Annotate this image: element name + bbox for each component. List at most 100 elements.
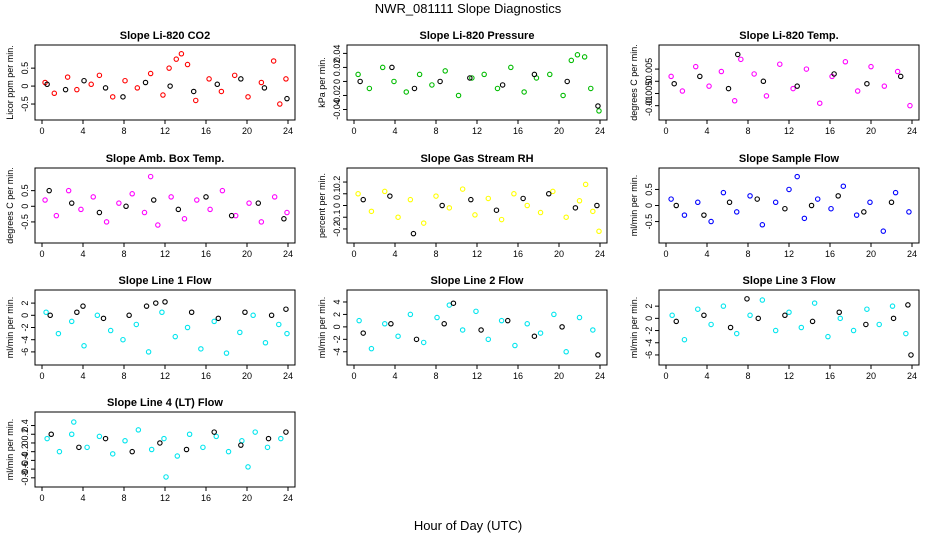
data-point xyxy=(809,318,816,325)
y-axis-label: ml/min per min. xyxy=(5,419,15,481)
data-point xyxy=(48,431,54,437)
data-point xyxy=(854,88,861,94)
data-point xyxy=(120,336,126,343)
panel-title: Slope Sample Flow xyxy=(739,153,840,165)
data-point xyxy=(228,212,235,219)
plot-frame xyxy=(34,44,296,121)
data-point xyxy=(109,94,116,100)
x-tick-label: 4 xyxy=(80,126,85,136)
data-point xyxy=(413,336,420,343)
data-point xyxy=(43,309,49,315)
data-point xyxy=(673,202,679,209)
data-point xyxy=(184,61,191,68)
data-point xyxy=(84,444,90,451)
y-tick-label: -0.005 xyxy=(644,81,654,107)
chart-panel-3: Slope Li-820 Temp. 0 4 8 12 16 20 24 -0.01-0.005… xyxy=(629,30,920,136)
data-point xyxy=(167,83,173,89)
panel-title: Slope Line 3 Flow xyxy=(743,275,836,287)
data-point xyxy=(905,302,911,308)
data-point xyxy=(178,51,185,57)
x-tick-label: 8 xyxy=(121,371,126,381)
data-point xyxy=(467,75,473,81)
data-point xyxy=(109,451,116,457)
data-point xyxy=(181,216,188,222)
data-point xyxy=(726,199,733,206)
data-point xyxy=(446,205,453,211)
y-axis-label: Licor ppm per min. xyxy=(5,45,15,120)
data-point xyxy=(581,54,588,60)
data-point xyxy=(250,312,256,319)
data-point xyxy=(283,76,289,82)
x-tick-label: 0 xyxy=(39,126,44,136)
x-tick-label: 16 xyxy=(825,371,835,381)
data-point xyxy=(550,188,556,195)
data-point xyxy=(214,81,221,88)
data-point xyxy=(494,85,501,92)
data-point xyxy=(242,309,248,315)
data-point xyxy=(842,59,849,65)
data-point xyxy=(193,97,199,104)
chart-panel-9: Slope Line 3 Flow 0 4 8 12 16 20 24 -6 -4 -2 0 2 ml/m… xyxy=(629,275,920,381)
data-point xyxy=(268,312,275,319)
plot-frame xyxy=(34,289,296,366)
data-point xyxy=(576,314,583,321)
data-point xyxy=(265,435,272,442)
data-point xyxy=(594,202,600,209)
data-point xyxy=(559,324,565,330)
data-point xyxy=(481,71,487,78)
data-point xyxy=(794,83,800,89)
data-point xyxy=(669,312,675,319)
data-point xyxy=(103,219,110,225)
y-tick-label: -0.4 xyxy=(20,453,30,469)
y-tick-label: -4 xyxy=(644,339,654,347)
data-point xyxy=(568,57,575,64)
data-point xyxy=(284,209,290,216)
x-tick-label: 16 xyxy=(201,493,211,503)
data-point xyxy=(828,205,834,212)
data-point xyxy=(53,212,60,219)
panel-title: Slope Li-820 CO2 xyxy=(120,30,210,42)
data-point xyxy=(133,321,140,328)
data-point xyxy=(238,442,244,448)
data-point xyxy=(76,444,82,451)
data-point xyxy=(245,94,251,100)
x-tick-label: 16 xyxy=(513,249,523,259)
data-point xyxy=(825,333,831,340)
data-point xyxy=(906,209,912,215)
x-tick-label: 0 xyxy=(351,249,356,259)
data-point xyxy=(211,318,217,325)
y-tick-label: 2 xyxy=(20,301,30,306)
y-tick-label: -0.5 xyxy=(20,214,30,230)
x-tick-label: 24 xyxy=(283,371,293,381)
data-point xyxy=(903,330,909,337)
data-point xyxy=(96,72,103,79)
data-point xyxy=(262,339,269,346)
data-point xyxy=(560,92,566,99)
data-point xyxy=(123,203,129,210)
data-point xyxy=(772,327,779,334)
data-point xyxy=(478,327,484,333)
data-point xyxy=(68,200,75,206)
data-point xyxy=(681,212,688,218)
y-tick-label: -6 xyxy=(644,351,654,359)
y-tick-label: 0 xyxy=(644,203,654,208)
data-point xyxy=(897,73,904,80)
y-tick-label: 0 xyxy=(20,440,30,445)
data-point xyxy=(96,209,103,216)
y-axis-label: kPa per min. xyxy=(317,57,327,108)
data-point xyxy=(733,209,740,215)
panel-title: Slope Line 4 (LT) Flow xyxy=(107,397,223,409)
data-point xyxy=(420,339,427,346)
data-point xyxy=(720,189,727,196)
data-point xyxy=(258,79,265,86)
x-tick-label: 12 xyxy=(472,126,482,136)
data-point xyxy=(472,212,478,218)
data-point xyxy=(246,200,252,206)
data-point xyxy=(198,346,204,352)
x-tick-label: 16 xyxy=(201,249,211,259)
data-point xyxy=(107,327,114,334)
y-tick-label: 0.4 xyxy=(20,419,30,432)
data-point xyxy=(790,85,796,92)
chart-panel-4: Slope Amb. Box Temp. 0 4 8 12 16 20 24 -0.5 0 0.5 d… xyxy=(5,153,296,259)
